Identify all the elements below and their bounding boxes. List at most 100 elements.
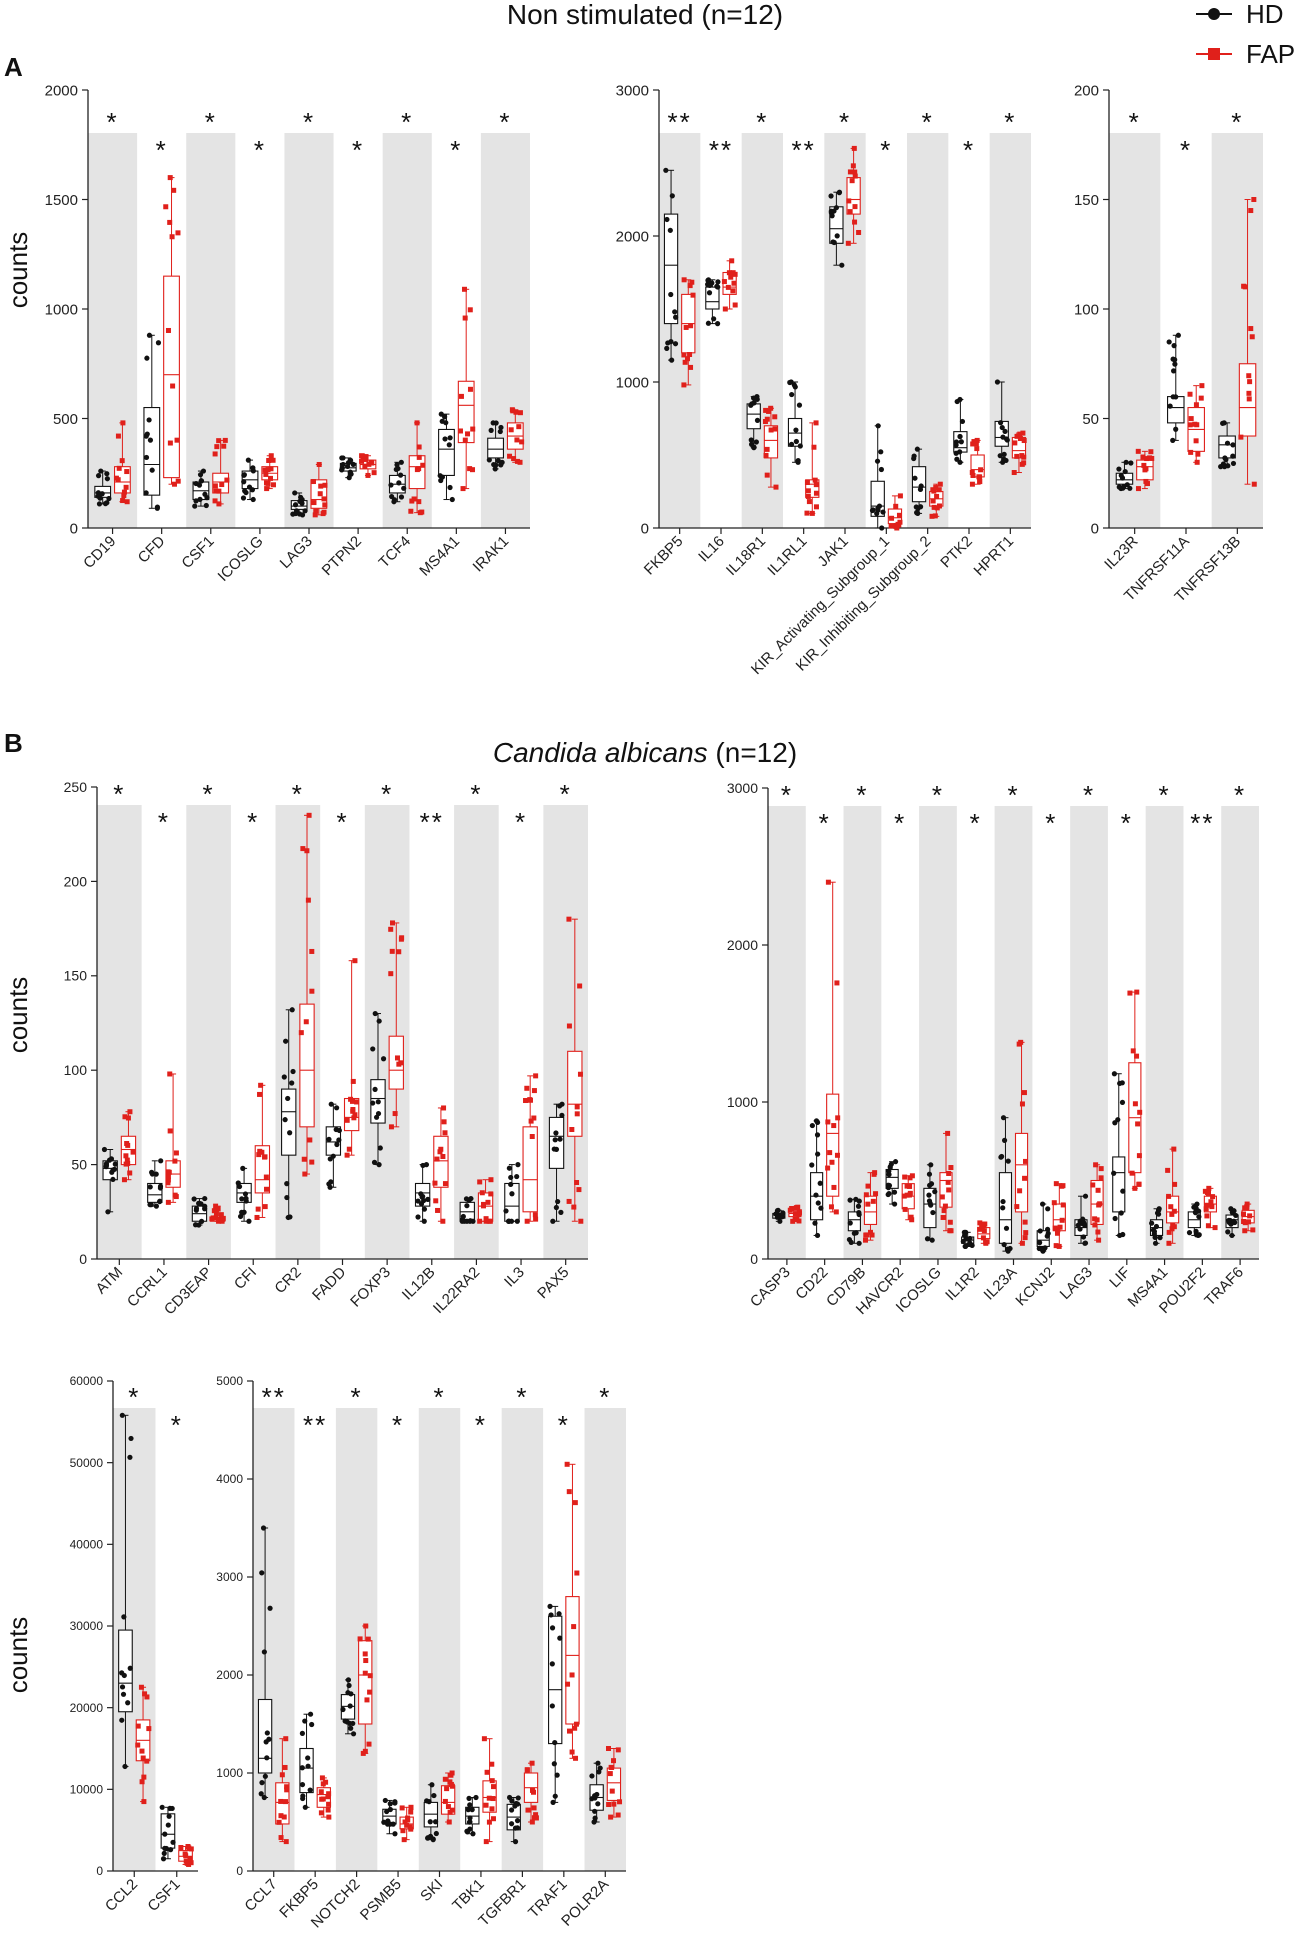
data-point-fap (565, 1681, 571, 1687)
data-point-hd (777, 1218, 783, 1224)
data-point-hd (508, 1821, 515, 1827)
data-point-fap (318, 1789, 324, 1795)
data-point-fap (606, 1802, 612, 1808)
data-point-fap (805, 493, 811, 499)
data-point-hd (954, 398, 960, 405)
data-point-fap (862, 1237, 868, 1243)
data-point-fap (762, 419, 768, 425)
x-tick-label: PTPN2 (319, 533, 365, 579)
data-point-fap (398, 936, 404, 942)
data-point-fap (1238, 434, 1244, 440)
data-point-fap (764, 446, 770, 452)
x-tick-label: TCF4 (376, 533, 415, 572)
data-point-fap (606, 1746, 612, 1751)
data-point-fap (357, 1636, 363, 1642)
data-point-fap (1054, 1230, 1060, 1236)
x-tick-label: CSF1 (144, 1876, 183, 1915)
box-fap (275, 1736, 290, 1845)
category-tcf4: TCF4 * (376, 107, 426, 571)
box-iqr (143, 406, 161, 496)
data-point-fap (127, 1109, 133, 1115)
data-point-fap (974, 437, 980, 443)
data-point-fap (1144, 456, 1150, 462)
data-point-hd (1172, 357, 1178, 363)
data-point-fap (519, 439, 525, 445)
data-point-hd (514, 1818, 521, 1824)
data-point-hd (876, 503, 883, 509)
significance-label: * (922, 107, 934, 137)
data-point-fap (309, 948, 315, 954)
data-point-fap (1166, 1229, 1172, 1235)
data-point-fap (834, 980, 840, 986)
box-hd (705, 277, 721, 327)
box-iqr (1167, 396, 1185, 424)
data-point-hd (856, 1210, 862, 1216)
data-point-fap (278, 1798, 284, 1804)
data-point-hd (515, 1162, 521, 1168)
data-point-fap (465, 431, 471, 437)
data-point-fap (326, 1801, 332, 1807)
data-point-hd (302, 1718, 308, 1724)
data-point-hd (1226, 1217, 1232, 1223)
data-point-hd (994, 379, 1001, 385)
data-point-hd (1118, 472, 1124, 479)
data-point-fap (262, 1204, 268, 1210)
data-point-fap (796, 1211, 802, 1217)
data-point-fap (893, 503, 899, 509)
data-point-hd (1040, 1201, 1046, 1207)
data-point-hd (853, 1230, 859, 1236)
x-tick-label: IL1RL1 (764, 533, 810, 579)
data-point-fap (1210, 1194, 1216, 1200)
data-point-fap (533, 1073, 539, 1079)
box-hd (869, 423, 886, 531)
data-point-fap (929, 513, 935, 519)
data-point-fap (574, 1179, 580, 1185)
x-tick-label: IL12B (399, 1264, 439, 1304)
data-point-fap (461, 286, 467, 292)
data-point-hd (1151, 1228, 1158, 1235)
x-tick-label: IL1R2 (942, 1264, 982, 1304)
data-point-fap (257, 1148, 263, 1154)
data-point-hd (376, 1162, 382, 1168)
data-point-fap (309, 1159, 315, 1165)
data-point-fap (322, 502, 328, 508)
shade-band (454, 805, 499, 1259)
y-tick-label: 1500 (45, 192, 78, 209)
category-cfd: CFD * (135, 135, 181, 567)
data-point-hd (147, 437, 154, 443)
data-point-fap (167, 175, 173, 181)
chart-panel-7: 010002000300040005000CCL7**FKBP5**NOTCH2… (216, 1374, 626, 1931)
y-tick-label: 10000 (70, 1783, 104, 1797)
data-point-fap (165, 327, 171, 333)
data-point-hd (788, 441, 795, 447)
box-iqr (1112, 1156, 1126, 1213)
box-hd (1149, 1206, 1164, 1246)
data-point-fap (902, 1206, 908, 1212)
data-point-fap (609, 1764, 615, 1770)
data-point-fap (220, 1215, 226, 1221)
data-point-fap (529, 1760, 535, 1766)
data-point-hd (557, 1136, 563, 1142)
box-fap (1011, 430, 1027, 476)
data-point-hd (885, 1191, 891, 1198)
data-point-hd (891, 1189, 898, 1195)
data-point-hd (1186, 1230, 1193, 1236)
data-point-fap (262, 1154, 268, 1160)
data-point-hd (287, 1214, 293, 1220)
significance-label: ** (668, 107, 692, 137)
box-fap (1202, 1185, 1218, 1231)
data-point-fap (508, 427, 514, 433)
data-point-hd (258, 1791, 264, 1797)
data-point-fap (115, 433, 121, 439)
data-point-hd (711, 316, 717, 322)
data-point-hd (918, 483, 924, 489)
data-point-fap (806, 499, 812, 505)
data-point-fap (847, 209, 853, 215)
data-point-hd (847, 1197, 853, 1203)
box-hd (994, 379, 1010, 465)
data-point-hd (263, 1739, 269, 1745)
significance-label: * (1004, 107, 1016, 137)
data-point-fap (303, 1019, 309, 1025)
data-point-hd (592, 1815, 598, 1821)
box-hd (1166, 332, 1185, 443)
